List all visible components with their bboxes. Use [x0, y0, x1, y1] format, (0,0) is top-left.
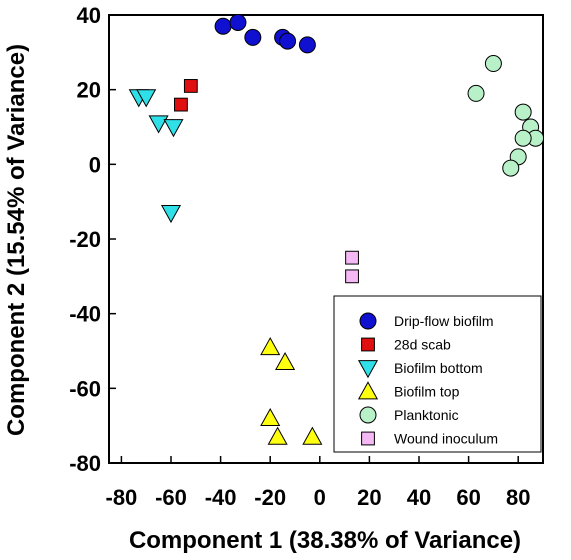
legend-marker: [357, 381, 379, 400]
x-tick-label: -80: [106, 485, 138, 510]
data-point: [514, 129, 532, 147]
data-point: [229, 13, 247, 31]
legend-label: Biofilm top: [394, 384, 460, 400]
y-tick-label: 40: [77, 3, 101, 28]
legend-marker: [361, 431, 375, 446]
x-tick-label: 0: [314, 485, 326, 510]
x-tick-label: 80: [506, 485, 530, 510]
legend-label: Drip-flow biofilm: [394, 313, 494, 329]
data-point: [514, 103, 532, 121]
data-point: [345, 250, 359, 265]
series-biofilm-top: [260, 337, 323, 445]
y-tick-label: -20: [69, 227, 101, 252]
data-point: [214, 17, 232, 35]
data-point: [260, 337, 281, 356]
data-point: [275, 351, 296, 371]
data-points: [128, 13, 545, 445]
data-point: [302, 426, 323, 445]
y-axis-title: Component 2 (15.54% of Variance): [3, 44, 30, 436]
x-tick-label: 60: [456, 485, 480, 510]
y-tick-label: -60: [69, 376, 101, 401]
data-point: [298, 36, 316, 54]
legend-marker: [359, 406, 377, 424]
y-tick-label: -40: [69, 302, 101, 327]
legend-label: 28d scab: [394, 337, 451, 353]
legend-label: Wound inoculum: [394, 431, 498, 447]
data-point: [160, 205, 182, 224]
data-point: [183, 79, 198, 93]
data-point: [244, 28, 262, 46]
x-axis-title: Component 1 (38.38% of Variance): [129, 527, 521, 554]
data-point: [163, 119, 184, 138]
data-point: [174, 97, 188, 112]
data-point: [502, 159, 520, 177]
x-tick-label: -20: [254, 485, 286, 510]
legend: Drip-flow biofilm 28d scab Biofilm bottom B…: [333, 295, 542, 453]
x-tick-label: -40: [205, 485, 237, 510]
y-tick-label: 20: [77, 78, 101, 103]
legend-marker: [359, 312, 377, 330]
data-point: [148, 115, 169, 134]
series-planktonic: [467, 55, 545, 177]
data-point: [136, 89, 157, 108]
x-tick-label: 40: [407, 485, 431, 510]
series-28d-scab: [174, 79, 198, 112]
legend-marker: [357, 360, 379, 379]
data-point: [260, 407, 281, 427]
data-point: [279, 32, 297, 50]
data-point: [467, 84, 485, 102]
y-tick-label: -80: [69, 451, 101, 476]
series-biofilm-bottom: [128, 89, 184, 224]
x-axis: -80 -60 -40 -20 0 20 40 60 80: [106, 456, 530, 510]
data-point: [267, 426, 288, 445]
legend-label: Biofilm bottom: [394, 360, 483, 376]
x-tick-label: 20: [357, 485, 381, 510]
legend-label: Planktonic: [394, 407, 459, 423]
series-drip-flow-biofilm: [214, 13, 316, 54]
data-point: [484, 55, 502, 73]
x-tick-label: -60: [155, 485, 187, 510]
series-wound-inoculum: [345, 250, 359, 284]
data-point: [345, 269, 359, 284]
legend-marker: [361, 337, 375, 352]
y-axis: 40 20 0 -20 -40 -60 -80: [69, 3, 116, 476]
y-tick-label: 0: [89, 152, 101, 177]
